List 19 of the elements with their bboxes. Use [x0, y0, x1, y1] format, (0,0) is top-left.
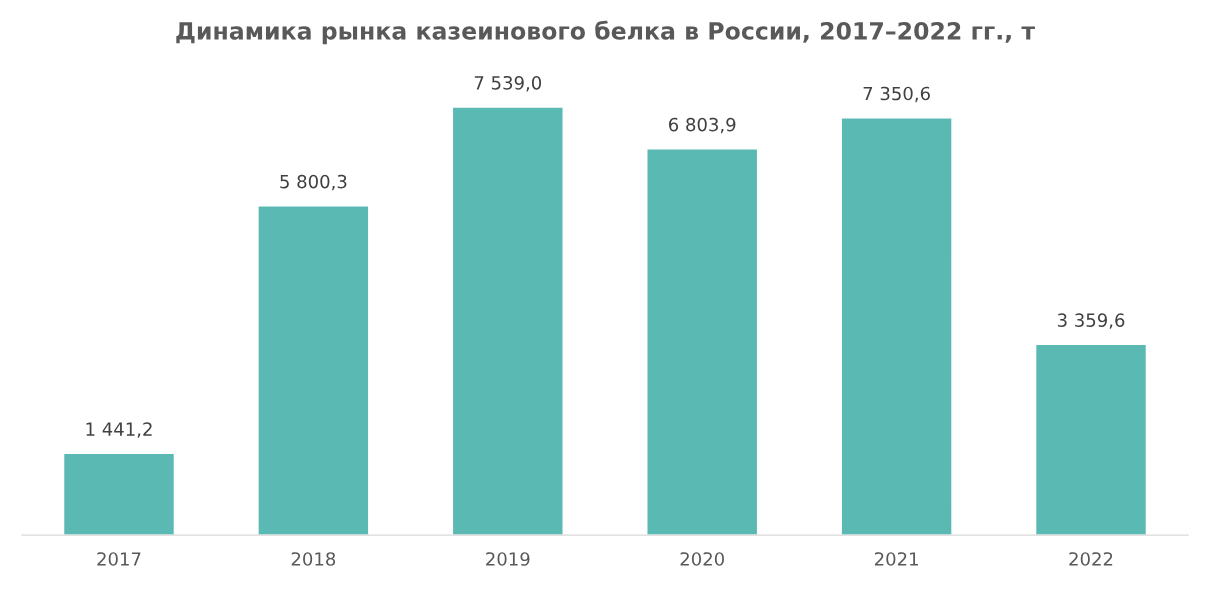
x-tick-label: 2017 [97, 552, 141, 566]
data-label: 7 539,0 [474, 75, 542, 92]
bar [646, 148, 759, 536]
data-label: 1 441,2 [86, 422, 152, 438]
x-tick-label: 2021 [874, 552, 918, 566]
x-tick-label: 2019 [486, 552, 530, 566]
x-tick-label: 2020 [680, 552, 724, 566]
data-label: 7 350,6 [863, 86, 930, 103]
data-label: 3 359,6 [1057, 313, 1125, 329]
x-tick-label: 2018 [291, 552, 336, 566]
x-tick-label: 2022 [1069, 552, 1113, 566]
bar [1034, 343, 1148, 536]
bar [840, 117, 953, 536]
data-label: 6 803,9 [669, 117, 736, 134]
chart-title: Динамика рынка казеинового белка в России, 2017–2022 гг., т [176, 20, 1035, 45]
bar [62, 452, 176, 536]
bar [257, 205, 370, 536]
data-label: 5 800,3 [280, 174, 347, 191]
bar [451, 106, 564, 536]
